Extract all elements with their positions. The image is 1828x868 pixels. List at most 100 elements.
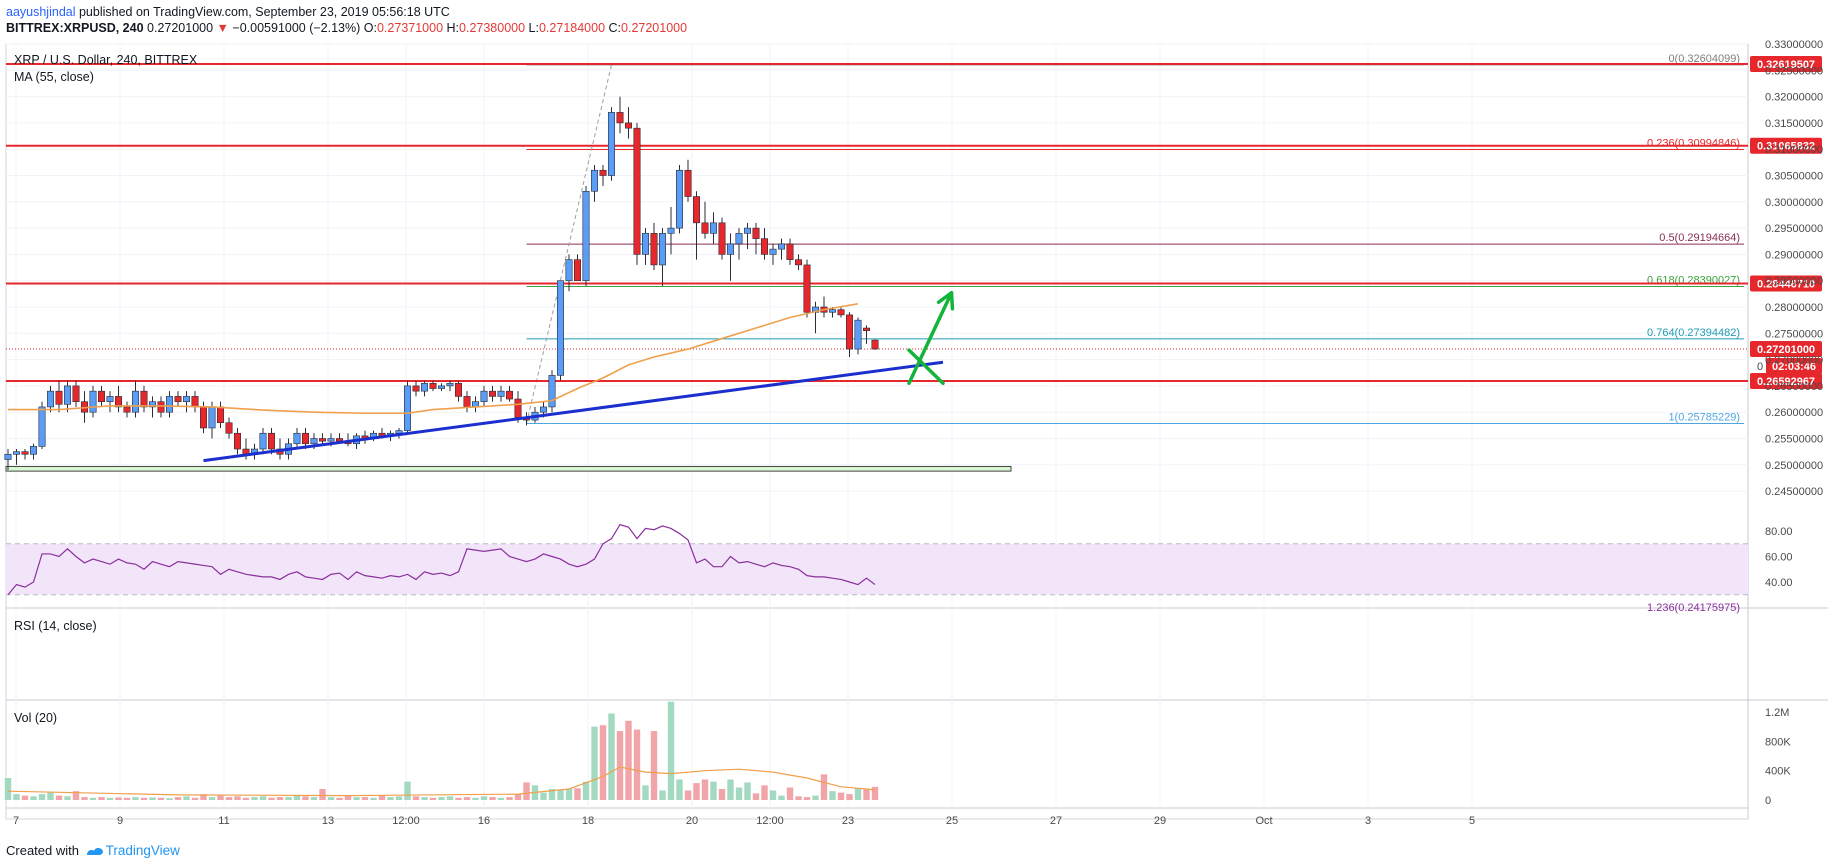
tradingview-brand-link[interactable]: TradingView <box>105 843 180 858</box>
volume-bar-down <box>344 795 352 800</box>
candle-down <box>573 259 581 282</box>
time-tick-label: 13 <box>322 815 334 827</box>
candle-up <box>208 406 216 429</box>
fib-swing-line <box>526 64 612 424</box>
volume-pane: 1.2M 800K 400K 0 <box>4 701 1791 807</box>
volume-bar-down <box>115 797 122 800</box>
candle-up <box>293 432 301 445</box>
candle-down <box>429 382 437 389</box>
ohlc-close-label: C: <box>608 21 622 35</box>
time-tick-label: 12:00 <box>392 815 420 827</box>
price-change: −0.00591000 (−2.13%) <box>232 21 361 35</box>
price-tick-label: 0.25000000 <box>1765 460 1823 472</box>
author-link[interactable]: aayushjindal <box>6 5 76 19</box>
volume-bar-down <box>761 785 768 800</box>
time-tick-label: 20 <box>686 815 698 827</box>
volume-tick-label: 400K <box>1765 766 1791 778</box>
price-level-badge-label: 0.32619507 <box>1757 59 1815 71</box>
candle-up <box>828 309 836 313</box>
ascending-trendline <box>203 360 944 463</box>
candle-down <box>837 309 845 316</box>
symbol-label: BITTREX:XRPUSD, 240 <box>6 21 144 35</box>
volume-bar-down <box>752 793 760 800</box>
candle-up <box>769 248 777 255</box>
candle-up <box>420 382 428 392</box>
symbol-info: BITTREX:XRPUSD, 240 0.27201000 ▼ −0.0059… <box>6 21 687 35</box>
up-arrow-head-icon <box>936 291 955 311</box>
volume-bar-down <box>693 783 700 800</box>
volume-bar-up <box>769 790 777 800</box>
price-tick-label: 0.32000000 <box>1765 92 1823 104</box>
candle-down <box>701 222 709 234</box>
candle-down <box>752 227 760 239</box>
price-level-badge <box>1750 56 1822 73</box>
volume-bar-up <box>829 791 836 800</box>
candle-up <box>777 243 785 250</box>
price-tick-label: 0.29000000 <box>1765 249 1823 261</box>
candle-up <box>106 396 114 402</box>
candle-down <box>803 264 811 313</box>
candle-up <box>675 169 683 229</box>
fib-level-label: 0.236(0.30994846) <box>1647 137 1740 149</box>
volume-bar-up <box>327 797 335 800</box>
price-axis[interactable]: 0.33000000 0.32500000 0.32000000 0.31500000… <box>1765 39 1823 498</box>
price-level-badge-label: 0.31065832 <box>1757 141 1815 153</box>
ohlc-high-label: H: <box>446 21 460 35</box>
candle-up <box>437 385 445 389</box>
horizontal-levels: 0.32619507 0.31065832 0.28446710 0.26592967 <box>6 56 1822 390</box>
volume-bar-down <box>633 729 641 800</box>
change-arrow-icon: ▼ <box>216 21 229 35</box>
volume-bar-up <box>557 789 564 800</box>
volume-bar-down <box>863 789 870 800</box>
price-tick-label: 0.29500000 <box>1765 223 1823 235</box>
candle-up <box>735 233 743 245</box>
volume-bar-down <box>157 797 165 800</box>
price-level-badge-label: 0.28446710 <box>1757 279 1815 291</box>
candle-up <box>480 390 488 402</box>
time-tick-label: 12:00 <box>756 815 784 827</box>
volume-bar-down <box>463 797 471 800</box>
candle-down <box>140 390 148 408</box>
price-level-badge-label: 0.26592967 <box>1757 376 1815 388</box>
forecast-arrows <box>907 291 955 386</box>
time-axis[interactable]: 7 9 11 13 12:00 16 18 20 12:00 23 25 27 29 Oct 3 5 <box>13 815 1475 827</box>
volume-bar-up <box>472 797 479 800</box>
volume-bar-down <box>217 795 224 800</box>
volume-bar-up <box>183 796 190 800</box>
candle-down <box>514 398 522 418</box>
ohlc-close: 0.27201000 <box>621 21 688 35</box>
candle-up <box>641 233 649 255</box>
volume-bar-up <box>778 795 785 800</box>
current-price-badge-label: 0.27201000 <box>1757 344 1815 356</box>
volume-bar-down <box>684 790 692 800</box>
volume-bar-down <box>523 782 530 800</box>
volume-bar-down <box>412 796 420 800</box>
volume-bar-down <box>336 797 343 800</box>
up-arrow-shaft <box>907 291 954 386</box>
time-tick-label: 3 <box>1365 815 1371 827</box>
support-zone <box>5 465 1012 472</box>
rsi-pane: 80.00 60.00 40.00 <box>6 523 1793 596</box>
volume-bar-up <box>608 713 615 800</box>
last-price: 0.27201000 <box>147 21 214 35</box>
volume-bar-down <box>319 789 326 800</box>
price-tick-label: 0.26500000 <box>1765 381 1823 393</box>
volume-bar-up <box>659 790 666 800</box>
volume-bar-up <box>565 789 573 800</box>
volume-bar-down <box>174 797 182 800</box>
volume-bar-up <box>548 789 556 800</box>
volume-bar-up <box>310 797 318 800</box>
volume-bar-up <box>395 796 403 800</box>
volume-bar-up <box>667 701 675 800</box>
ohlc-low-label: L: <box>528 21 539 35</box>
candle-down <box>845 314 853 350</box>
price-level-badge <box>1750 275 1822 292</box>
volume-bar-down <box>616 731 624 800</box>
created-with-label: Created with <box>6 843 79 858</box>
candle-up <box>327 438 335 442</box>
price-tick-label: 0.31500000 <box>1765 118 1823 130</box>
chart-frame <box>5 43 1749 820</box>
volume-bar-up <box>149 797 156 800</box>
volume-bar-down <box>871 786 879 800</box>
